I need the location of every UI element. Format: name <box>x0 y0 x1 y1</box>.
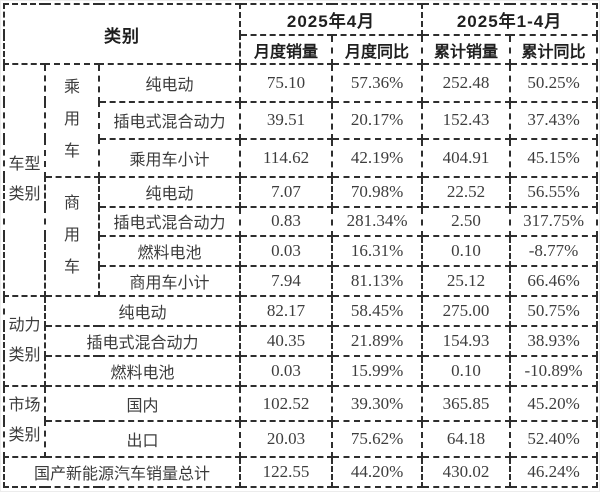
header-cumulative-yoy: 累计同比 <box>509 34 599 65</box>
cumulative-yoy-cell: 38.93% <box>509 325 599 357</box>
category-cell: 国内 <box>43 384 242 423</box>
cumulative-yoy-cell: 317.75% <box>509 205 599 238</box>
cumulative-sales-cell: 152.43 <box>421 100 512 141</box>
cumulative-sales-cell: 365.85 <box>421 384 512 423</box>
cumulative-sales-cell: 0.10 <box>421 235 512 268</box>
monthly-sales-cell: 114.62 <box>239 138 334 178</box>
header-group-jan-april: 2025年1-4月 <box>421 3 599 36</box>
monthly-sales-cell: 102.52 <box>239 384 334 423</box>
cumulative-sales-cell: 252.48 <box>421 63 512 103</box>
category-cell: 插电式混合动力 <box>97 100 242 141</box>
total-monthly-sales-cell: 122.55 <box>239 456 334 488</box>
monthly-yoy-cell: 15.99% <box>331 354 424 387</box>
table-row: 商 用 车 纯电动 7.07 70.98% 22.52 56.55% <box>4 175 599 298</box>
total-cumulative-sales-cell: 430.02 <box>421 456 512 488</box>
subgroup-label-passenger: 乘 用 车 <box>44 63 100 178</box>
category-cell: 插电式混合动力 <box>97 205 242 238</box>
category-cell: 燃料电池 <box>43 354 242 387</box>
category-cell: 插电式混合动力 <box>43 325 242 357</box>
cumulative-yoy-cell: 45.15% <box>509 138 599 178</box>
table-row: 燃料电池 0.03 16.31% 0.10 -8.77% <box>4 235 599 268</box>
monthly-yoy-cell: 58.45% <box>331 295 424 327</box>
cumulative-yoy-cell: 45.20% <box>509 384 599 423</box>
monthly-sales-cell: 20.03 <box>239 420 334 458</box>
monthly-sales-cell: 82.17 <box>239 295 334 327</box>
header-group-april: 2025年4月 <box>239 3 424 36</box>
monthly-yoy-cell: 39.30% <box>331 384 424 423</box>
monthly-yoy-cell: 57.36% <box>331 63 424 103</box>
header-row-groups: 类别 2025年4月 2025年1-4月 <box>2 3 599 65</box>
cumulative-yoy-cell: 52.40% <box>509 420 599 458</box>
monthly-yoy-cell: 81.13% <box>331 265 424 298</box>
category-cell: 纯电动 <box>97 175 242 208</box>
header-monthly-sales: 月度销量 <box>239 34 334 65</box>
nev-sales-table: 类别 2025年4月 2025年1-4月 月度销量 月度同比 累计销量 累计同比… <box>2 3 599 488</box>
monthly-yoy-cell: 20.17% <box>331 100 424 141</box>
cumulative-sales-cell: 25.12 <box>421 265 512 298</box>
group-label-power-type: 动力 类别 <box>3 295 46 387</box>
group-label-market-type: 市场 类别 <box>3 384 46 459</box>
cumulative-yoy-cell: -10.89% <box>509 354 599 387</box>
header-category: 类别 <box>2 3 242 65</box>
monthly-yoy-cell: 42.19% <box>331 138 424 178</box>
table-row: 乘用车小计 114.62 42.19% 404.91 45.15% <box>4 138 599 178</box>
table-row: 插电式混合动力 40.35 21.89% 154.93 38.93% <box>4 325 599 357</box>
monthly-yoy-cell: 281.34% <box>331 205 424 238</box>
table-row: 插电式混合动力 0.83 281.34% 2.50 317.75% <box>4 205 599 238</box>
category-cell: 出口 <box>43 420 242 458</box>
table-row: 插电式混合动力 39.51 20.17% 152.43 37.43% <box>4 100 599 141</box>
header-cumulative-sales: 累计销量 <box>421 34 512 65</box>
cumulative-sales-cell: 0.10 <box>421 354 512 387</box>
monthly-sales-cell: 7.07 <box>239 175 334 208</box>
table-row: 商用车小计 7.94 81.13% 25.12 66.46% <box>4 265 599 298</box>
total-row: 国产新能源汽车销量总计 122.55 44.20% 430.02 46.24% <box>2 456 599 488</box>
cumulative-yoy-cell: 37.43% <box>509 100 599 141</box>
cumulative-yoy-cell: 50.25% <box>509 63 599 103</box>
table-row: 燃料电池 0.03 15.99% 0.10 -10.89% <box>4 354 599 387</box>
monthly-yoy-cell: 21.89% <box>331 325 424 357</box>
total-monthly-yoy-cell: 44.20% <box>331 456 424 488</box>
monthly-sales-cell: 0.03 <box>239 354 334 387</box>
category-cell: 纯电动 <box>97 63 242 103</box>
cumulative-sales-cell: 275.00 <box>421 295 512 327</box>
cumulative-yoy-cell: -8.77% <box>509 235 599 268</box>
cumulative-sales-cell: 404.91 <box>421 138 512 178</box>
monthly-sales-cell: 0.83 <box>239 205 334 238</box>
monthly-sales-cell: 75.10 <box>239 63 334 103</box>
cumulative-sales-cell: 2.50 <box>421 205 512 238</box>
monthly-sales-cell: 40.35 <box>239 325 334 357</box>
header-monthly-yoy: 月度同比 <box>331 34 424 65</box>
total-label: 国产新能源汽车销量总计 <box>2 456 242 488</box>
monthly-yoy-cell: 70.98% <box>331 175 424 208</box>
table-row: 动力 类别 纯电动 82.17 58.45% 275.00 50.75% <box>3 295 599 387</box>
group-label-vehicle-type: 车型 类别 <box>3 62 46 298</box>
cumulative-yoy-cell: 50.75% <box>509 295 599 327</box>
table-row: 出口 20.03 75.62% 64.18 52.40% <box>4 420 599 458</box>
cumulative-yoy-cell: 66.46% <box>509 265 599 298</box>
subgroup-label-commercial: 商 用 车 <box>44 175 100 298</box>
category-cell: 燃料电池 <box>97 235 242 268</box>
table-row: 车型 类别 乘 用 车 纯电动 75.10 57.36% 252.48 50.2… <box>3 62 599 298</box>
cumulative-sales-cell: 64.18 <box>421 420 512 458</box>
monthly-sales-cell: 39.51 <box>239 100 334 141</box>
header-row-columns: 月度销量 月度同比 累计销量 累计同比 <box>4 34 599 65</box>
table-row: 市场 类别 国内 102.52 39.30% 365.85 45.20% <box>3 384 599 459</box>
monthly-sales-cell: 0.03 <box>239 235 334 268</box>
category-cell: 商用车小计 <box>97 265 242 298</box>
total-cumulative-yoy-cell: 46.24% <box>509 456 599 488</box>
category-cell: 乘用车小计 <box>97 138 242 178</box>
category-cell: 纯电动 <box>43 295 242 327</box>
cumulative-yoy-cell: 56.55% <box>509 175 599 208</box>
monthly-yoy-cell: 16.31% <box>331 235 424 268</box>
cumulative-sales-cell: 154.93 <box>421 325 512 357</box>
monthly-sales-cell: 7.94 <box>239 265 334 298</box>
monthly-yoy-cell: 75.62% <box>331 420 424 458</box>
cumulative-sales-cell: 22.52 <box>421 175 512 208</box>
